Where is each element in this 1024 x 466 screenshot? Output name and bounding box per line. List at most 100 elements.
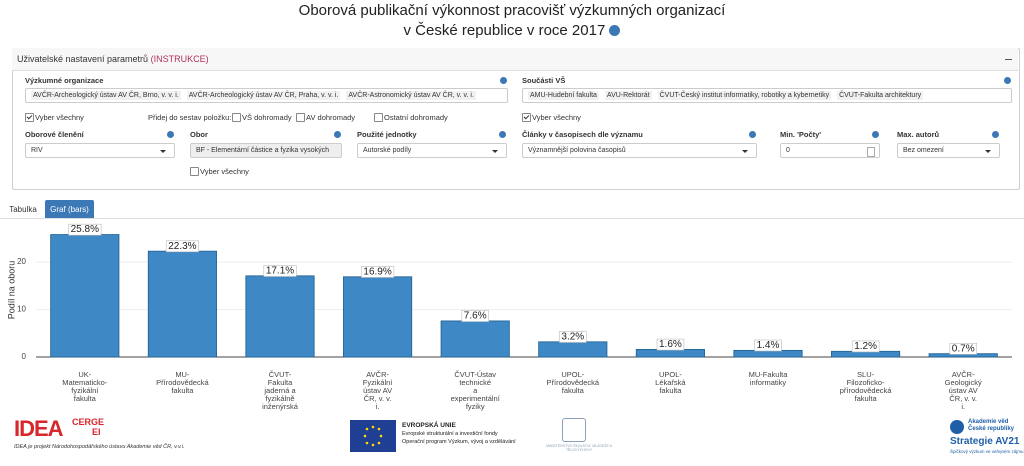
field-label: Součásti VŠ [522, 76, 566, 85]
chart: Podíl na oboru 0 10 20 UK-Matematicko-fyzik… [6, 223, 1012, 411]
field-label: Max. autorů [897, 130, 940, 139]
x-tick-label: UPOL-Lékařská fakulta [655, 370, 686, 395]
selected-tag[interactable]: AVČR-Archeologický ústav AV ČR, Brno, v.… [31, 91, 181, 100]
field-label: Obor [190, 130, 208, 139]
value-label: 0.7% [952, 343, 975, 354]
eu-flag [350, 420, 396, 452]
page-title: Oborová publikační výkonnost pracovišť v… [298, 2, 726, 19]
y-tick-label: 10 [17, 305, 26, 314]
value-label: 1.4% [757, 340, 780, 351]
selected-tag[interactable]: AVU-Rektorát [604, 91, 652, 100]
help-icon[interactable] [1004, 77, 1011, 84]
info-icon[interactable] [609, 25, 621, 36]
bar [50, 234, 120, 358]
checkbox[interactable] [190, 167, 199, 176]
selected-tag[interactable]: ČVUT-Český institut informatiky, robotik… [657, 91, 832, 100]
tab-divider [0, 218, 1024, 219]
value-label-box [165, 240, 199, 253]
av-logo [950, 420, 964, 434]
checkbox[interactable] [232, 113, 241, 122]
checkbox-label: Vyber všechny [532, 113, 581, 122]
value-label-box [754, 339, 782, 352]
checkbox[interactable] [522, 113, 531, 122]
select[interactable]: RIV [25, 143, 175, 158]
value-label: 1.2% [854, 341, 877, 352]
checkbox[interactable] [374, 113, 383, 122]
field-label: Články v časopisech dle významu [522, 130, 643, 139]
value-label: 1.6% [659, 339, 682, 350]
value-label: 16.9% [363, 266, 391, 277]
y-tick-label: 0 [22, 352, 27, 361]
checkbox-label: Ostatní dohromady [384, 113, 448, 122]
select-value: 0 [786, 147, 790, 154]
checkbox-label: Vyber všechny [35, 113, 84, 122]
bar [733, 349, 803, 358]
select-value: Významnější polovina časopisů [528, 147, 626, 154]
dropdown-arrow [160, 150, 166, 156]
y-axis-label: Podíl na oboru [6, 261, 16, 320]
checkbox-label: AV dohromady [306, 113, 356, 122]
value-label-box [851, 340, 880, 353]
bar [538, 341, 608, 358]
field-label: Oborové členění [25, 130, 84, 139]
msmt-text: MINISTERSTVO ŠKOLSTVÍ, MLÁDEŽE A TĚLOVÝC… [546, 444, 612, 452]
panel-header[interactable] [12, 48, 1018, 71]
dropdown-arrow [985, 150, 991, 156]
collapse-button[interactable] [1005, 59, 1012, 60]
page-subtitle: v České republice v roce 2017 [0, 22, 1024, 39]
tab-active[interactable]: Graf (bars) [45, 200, 94, 218]
av-line: České republiky [968, 426, 1015, 432]
checkbox[interactable] [296, 113, 305, 122]
y-tick-label: 20 [17, 257, 26, 266]
x-tick-label: UK-Matematicko-fyzikální fakulta [62, 370, 108, 403]
help-icon[interactable] [334, 131, 341, 138]
idea-note: IDEA je projekt Národohospodářského ústa… [14, 444, 185, 450]
bar [440, 320, 510, 358]
multi-select[interactable]: AMU-Hudební fakulta AVU-Rektorát ČVUT-Česk… [522, 88, 1012, 103]
bar [635, 349, 705, 358]
help-icon[interactable] [499, 131, 506, 138]
help-icon[interactable] [500, 77, 507, 84]
selected-tag[interactable]: AVČR-Archeologický ústav AV ČR, Praha, v… [186, 91, 341, 100]
add-label: Přidej do sestav položku: [148, 113, 232, 122]
select[interactable]: Autorské podíly [357, 143, 507, 158]
bar [343, 276, 413, 358]
multi-select[interactable]: AVČR-Archeologický ústav AV ČR, Brno, v.… [25, 88, 508, 103]
selected-tag[interactable]: AMU-Hudební fakulta [528, 91, 599, 100]
bar [147, 250, 217, 358]
x-tick-label: UPOL-Přírodovědecká fakulta [547, 370, 600, 395]
select-value: Bez omezení [903, 147, 944, 154]
value-label-box [68, 223, 102, 236]
x-tick-label: MU-Přírodovědecká fakulta [156, 370, 209, 395]
help-icon[interactable] [992, 131, 999, 138]
help-icon[interactable] [749, 131, 756, 138]
tab[interactable]: Tabulka [9, 204, 37, 214]
msmt-emblem [562, 418, 586, 442]
idea-logo: IDEA [14, 416, 64, 441]
value-label: 22.3% [168, 241, 196, 252]
value-label: 25.8% [71, 224, 99, 235]
select[interactable]: Bez omezení [897, 143, 1000, 158]
panel-title: Uživatelské nastavení parametrů (INSTRUK… [17, 54, 209, 64]
help-icon[interactable] [872, 131, 879, 138]
instructions-link[interactable]: (INSTRUKCE) [150, 54, 209, 64]
x-tick-label: SLU-Filozoficko-přírodovědecká fakulta [840, 370, 893, 403]
ei-logo: EI [92, 427, 101, 437]
select[interactable]: BF - Elementární částice a fyzika vysoký… [190, 143, 342, 158]
selected-tag[interactable]: ČVUT-Fakulta architektury [837, 91, 924, 100]
help-icon[interactable] [167, 131, 174, 138]
checkbox[interactable] [25, 113, 34, 122]
av-tagline: Špičkový výzkum ve veřejném zájmu [950, 449, 1024, 454]
select-value: BF - Elementární částice a fyzika vysoký… [196, 147, 330, 154]
selected-tag[interactable]: AVČR-Astronomický ústav AV ČR, v. v. i. [346, 91, 476, 100]
select[interactable]: Významnější polovina časopisů [522, 143, 757, 158]
checkbox-label: Vyber všechny [200, 167, 249, 176]
av-line: Akademie věd [968, 419, 1009, 425]
checkbox-label: VŠ dohromady [242, 113, 292, 122]
number-input[interactable]: 0 [780, 143, 880, 158]
field-label: Výzkumné organizace [25, 76, 104, 85]
strategy: Strategie AV21 [950, 436, 1020, 447]
eu-line: Evropské strukturální a investiční fondy [402, 431, 498, 437]
x-tick-label: AVČR-Fyzikální ústav AV ČR, v. v. i. [363, 370, 394, 411]
